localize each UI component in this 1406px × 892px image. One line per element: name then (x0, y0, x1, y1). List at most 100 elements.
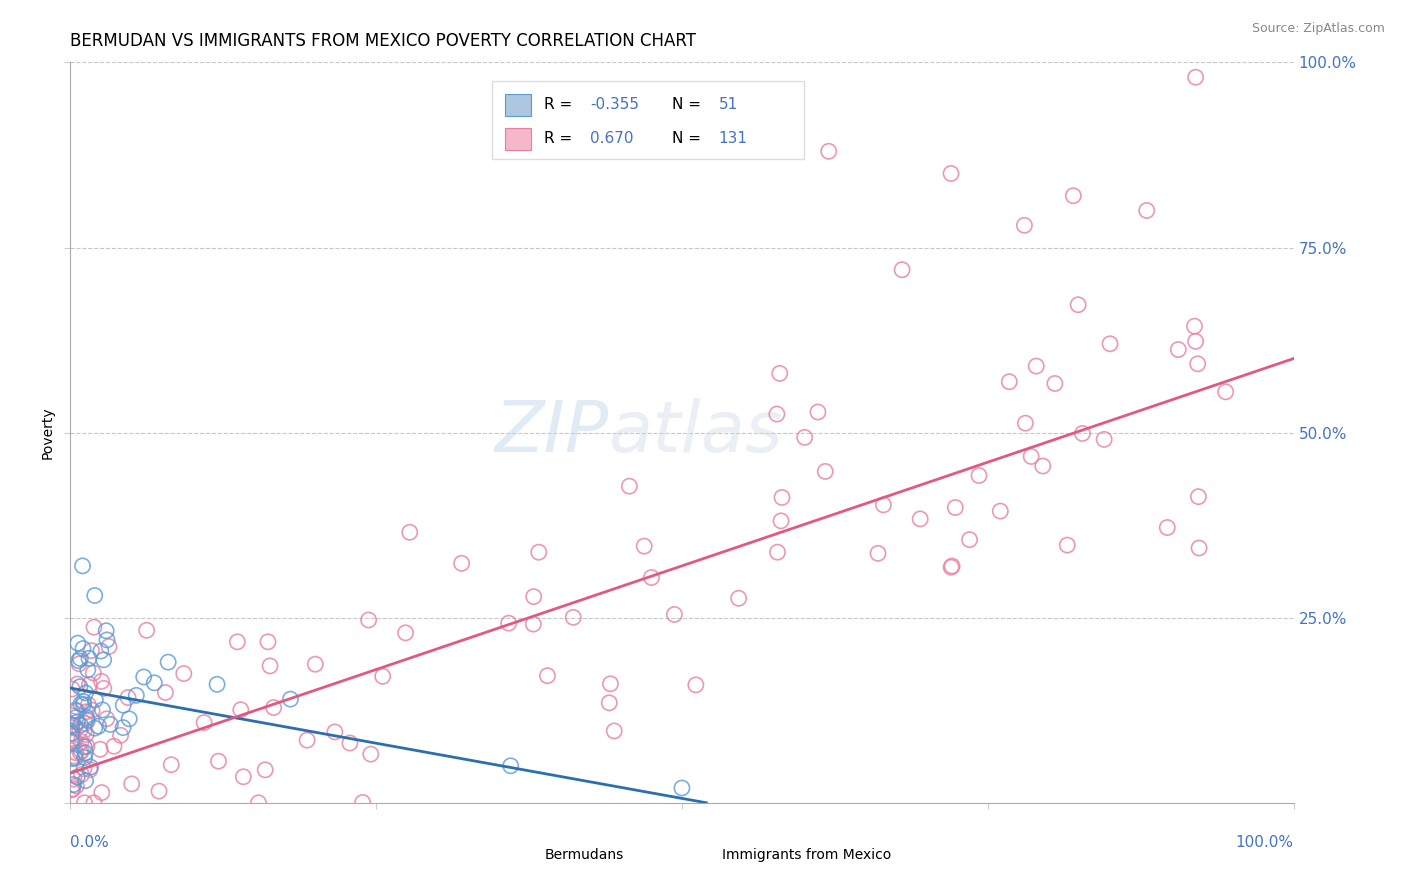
Point (793, 430, 815, 444)
Point (160, 757, 183, 772)
Point (62, 708, 84, 723)
Point (295, 733, 318, 747)
Point (90, 644, 112, 658)
Point (766, 407, 789, 421)
Point (232, 770, 254, 784)
Point (94, 624, 117, 638)
Point (1043, 376, 1066, 391)
Text: 131: 131 (718, 131, 748, 146)
Point (75, 746, 97, 760)
Point (304, 657, 326, 672)
Point (1136, 203, 1159, 218)
Point (247, 796, 270, 810)
Point (998, 375, 1021, 389)
Point (807, 405, 830, 419)
Point (1184, 319, 1206, 334)
Point (499, 758, 522, 772)
Point (63, 772, 86, 786)
Point (866, 546, 889, 560)
Y-axis label: Poverty: Poverty (41, 407, 55, 458)
Point (96, 712, 118, 726)
Point (664, 607, 686, 622)
Point (66, 677, 89, 691)
Point (60, 735, 83, 749)
Point (155, 685, 177, 699)
Point (1067, 298, 1090, 312)
Point (1032, 458, 1054, 473)
FancyBboxPatch shape (492, 81, 804, 159)
Text: BERMUDAN VS IMMIGRANTS FROM MEXICO POVERTY CORRELATION CHART: BERMUDAN VS IMMIGRANTS FROM MEXICO POVER… (70, 32, 696, 50)
Point (83, 620, 105, 634)
Point (1019, 450, 1042, 464)
Point (77, 651, 100, 665)
Point (967, 468, 990, 483)
Point (770, 491, 793, 505)
Point (69, 723, 91, 738)
Point (891, 262, 914, 277)
Point (1167, 343, 1189, 357)
Text: Source: ZipAtlas.com: Source: ZipAtlas.com (1251, 22, 1385, 36)
Text: Bermudans: Bermudans (546, 847, 624, 862)
Point (84, 693, 107, 707)
Point (207, 754, 229, 768)
Point (394, 625, 416, 640)
Point (83, 721, 105, 735)
Point (70, 767, 93, 781)
Point (70, 734, 93, 748)
Point (132, 670, 155, 684)
Point (89, 742, 111, 756)
Point (69, 745, 91, 759)
Point (498, 616, 520, 631)
Point (73, 739, 96, 754)
Point (1071, 426, 1094, 441)
Point (66, 714, 89, 729)
Point (72, 641, 94, 656)
Text: N =: N = (672, 131, 706, 146)
Point (817, 145, 839, 159)
Point (562, 610, 585, 624)
Point (1187, 490, 1209, 504)
Point (1056, 538, 1078, 552)
Point (75, 773, 97, 788)
Point (98, 717, 121, 731)
Point (766, 545, 789, 559)
Point (599, 677, 621, 691)
Point (65, 746, 87, 760)
Point (103, 739, 125, 754)
Point (90, 674, 112, 689)
Point (76, 714, 98, 728)
Point (67, 654, 90, 668)
Point (82, 703, 104, 717)
Point (87, 719, 110, 733)
Point (1188, 541, 1211, 555)
Point (69, 651, 91, 665)
Point (121, 777, 143, 791)
Point (65, 710, 87, 724)
Point (93, 681, 115, 696)
FancyBboxPatch shape (505, 94, 531, 116)
Point (91, 703, 114, 717)
Point (63, 733, 86, 747)
Point (939, 166, 962, 180)
Point (72, 698, 94, 712)
Text: 100.0%: 100.0% (1236, 835, 1294, 850)
Point (193, 715, 215, 730)
Point (75, 727, 97, 741)
Point (257, 635, 280, 649)
Point (1156, 520, 1178, 534)
Point (398, 525, 420, 540)
Point (60, 721, 83, 735)
Point (82, 665, 104, 680)
Point (65, 751, 87, 765)
Point (939, 560, 962, 574)
Point (93, 653, 115, 667)
Point (1184, 334, 1206, 349)
Point (73, 796, 96, 810)
Point (66, 704, 89, 718)
Point (76, 711, 98, 725)
Text: R =: R = (544, 131, 576, 146)
Point (1099, 336, 1122, 351)
Point (62, 778, 84, 792)
Point (727, 591, 749, 606)
Point (941, 559, 963, 574)
